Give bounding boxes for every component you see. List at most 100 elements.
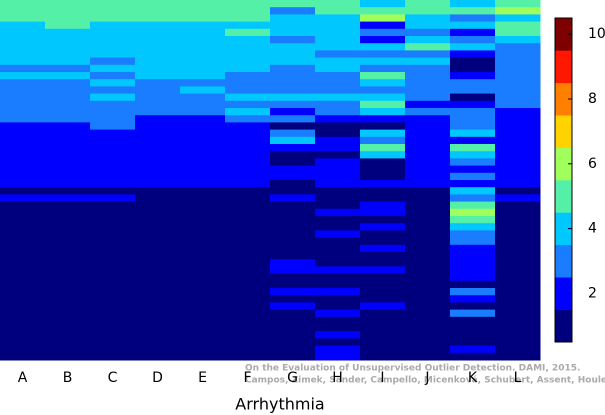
heatmap-cell (360, 345, 406, 354)
heatmap-cell (315, 158, 361, 167)
heatmap-cell (405, 122, 451, 131)
heatmap-cell (225, 43, 271, 51)
heatmap-cell (495, 280, 541, 289)
heatmap-cell (495, 122, 541, 131)
heatmap-cell (315, 86, 361, 95)
heatmap-cell (90, 208, 136, 217)
heatmap-cell (180, 244, 226, 253)
heatmap-cell (135, 43, 181, 51)
heatmap-cell (0, 86, 46, 95)
heatmap-cell (0, 28, 46, 37)
heatmap-cell (270, 7, 316, 15)
annotation: On the Evaluation of Unsupervised Outlie… (245, 364, 580, 374)
heatmap-cell (90, 295, 136, 303)
heatmap-cell (270, 108, 316, 116)
heatmap-cell (0, 187, 46, 195)
heatmap-cell (45, 108, 91, 116)
heatmap-cell (225, 259, 271, 267)
heatmap-cell (360, 194, 406, 203)
heatmap-cell (225, 331, 271, 339)
heatmap-cell (450, 259, 496, 267)
heatmap-cell (0, 14, 46, 23)
heatmap-cell (135, 115, 181, 123)
x-tick-label: K (468, 370, 478, 386)
heatmap-cell (180, 216, 226, 224)
heatmap-cell (135, 288, 181, 296)
heatmap-cell (360, 28, 406, 37)
heatmap-cell (90, 331, 136, 339)
heatmap-cell (270, 187, 316, 195)
heatmap-cell (135, 144, 181, 152)
heatmap-cell (315, 129, 361, 138)
heatmap-cell (180, 14, 226, 23)
heatmap-cell (450, 79, 496, 87)
heatmap-cell (180, 7, 226, 15)
heatmap-cell (45, 43, 91, 51)
heatmap-cell (495, 7, 541, 15)
heatmap-cell (225, 64, 271, 73)
heatmap-cell (225, 201, 271, 210)
heatmap-cell (90, 50, 136, 59)
heatmap-cell (315, 352, 361, 361)
heatmap-cell (45, 93, 91, 102)
heatmap-cell (225, 93, 271, 102)
heatmap-cell (225, 288, 271, 296)
heatmap-cell (0, 338, 46, 347)
heatmap-cell (495, 158, 541, 167)
heatmap-cell (0, 158, 46, 167)
heatmap-cell (450, 172, 496, 181)
heatmap-cell (360, 14, 406, 23)
heatmap-cell (405, 216, 451, 224)
heatmap-cell (180, 331, 226, 339)
heatmap-cell (495, 64, 541, 73)
heatmap-cell (45, 295, 91, 303)
heatmap-cell (180, 86, 226, 95)
heatmap-cell (180, 172, 226, 181)
heatmap-cell (135, 302, 181, 311)
heatmap-cell (450, 0, 496, 8)
heatmap-cell (270, 223, 316, 231)
heatmap-cell (45, 230, 91, 239)
heatmap-cell (45, 352, 91, 361)
heatmap-cell (450, 252, 496, 260)
heatmap-cell (450, 324, 496, 332)
x-tick-label: D (152, 370, 163, 386)
heatmap-cell (495, 230, 541, 239)
heatmap-cell (405, 28, 451, 37)
heatmap-cell (495, 136, 541, 145)
heatmap-cell (45, 216, 91, 224)
colorbar-tick-label: 8 (588, 91, 597, 107)
heatmap-cell (270, 266, 316, 275)
colorbar-tick-label: 2 (588, 285, 597, 301)
heatmap-cell (180, 72, 226, 80)
heatmap-cell (225, 0, 271, 8)
heatmap-cell (225, 216, 271, 224)
heatmap-cell (0, 7, 46, 15)
colorbar-tick-label: 6 (588, 156, 597, 172)
heatmap-cell (225, 79, 271, 87)
heatmap-cell (360, 172, 406, 181)
heatmap-cell (270, 252, 316, 260)
heatmap-cell (225, 230, 271, 239)
heatmap-cell (135, 129, 181, 138)
heatmap-cell (315, 338, 361, 347)
heatmap-cell (405, 151, 451, 159)
heatmap-cell (270, 259, 316, 267)
heatmap-cell (225, 108, 271, 116)
heatmap-cell (225, 309, 271, 318)
heatmap-cell (270, 158, 316, 167)
heatmap-cell (90, 36, 136, 44)
heatmap-cell (180, 50, 226, 59)
heatmap-cell (315, 223, 361, 231)
heatmap-cell (315, 201, 361, 210)
heatmap-cell (135, 108, 181, 116)
heatmap-cell (495, 100, 541, 109)
heatmap-cell (270, 136, 316, 145)
x-tick-label: J (424, 370, 429, 386)
heatmap-cell (135, 86, 181, 95)
heatmap-cell (0, 252, 46, 260)
heatmap-cell (405, 0, 451, 8)
heatmap-cell (495, 108, 541, 116)
heatmap-cell (450, 309, 496, 318)
heatmap-cell (360, 43, 406, 51)
